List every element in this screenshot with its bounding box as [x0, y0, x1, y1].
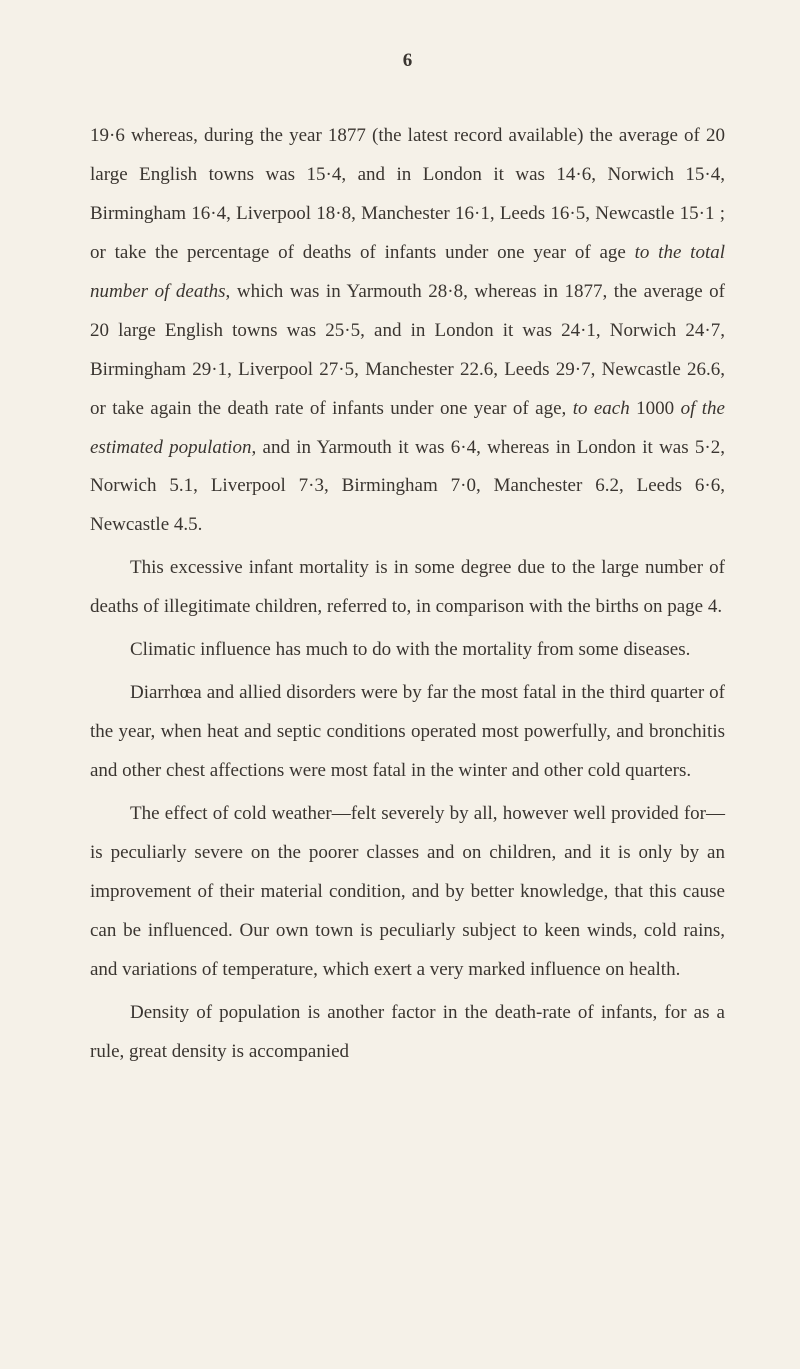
paragraph-1-text-a: 19·6 whereas, during the year 1877 (the … [90, 125, 725, 263]
paragraph-1: 19·6 whereas, during the year 1877 (the … [90, 117, 725, 545]
paragraph-1-italic-2: to each [573, 398, 630, 419]
paragraph-3: Climatic influence has much to do with t… [90, 631, 725, 670]
paragraph-1-text-c: 1000 [630, 398, 681, 419]
paragraph-4: Diarrhœa and allied disorders were by fa… [90, 674, 725, 791]
paragraph-2: This excessive infant mortality is in so… [90, 549, 725, 627]
page-number: 6 [90, 50, 725, 72]
paragraph-5: The effect of cold weather—felt severely… [90, 795, 725, 990]
paragraph-6: Density of population is another factor … [90, 994, 725, 1072]
